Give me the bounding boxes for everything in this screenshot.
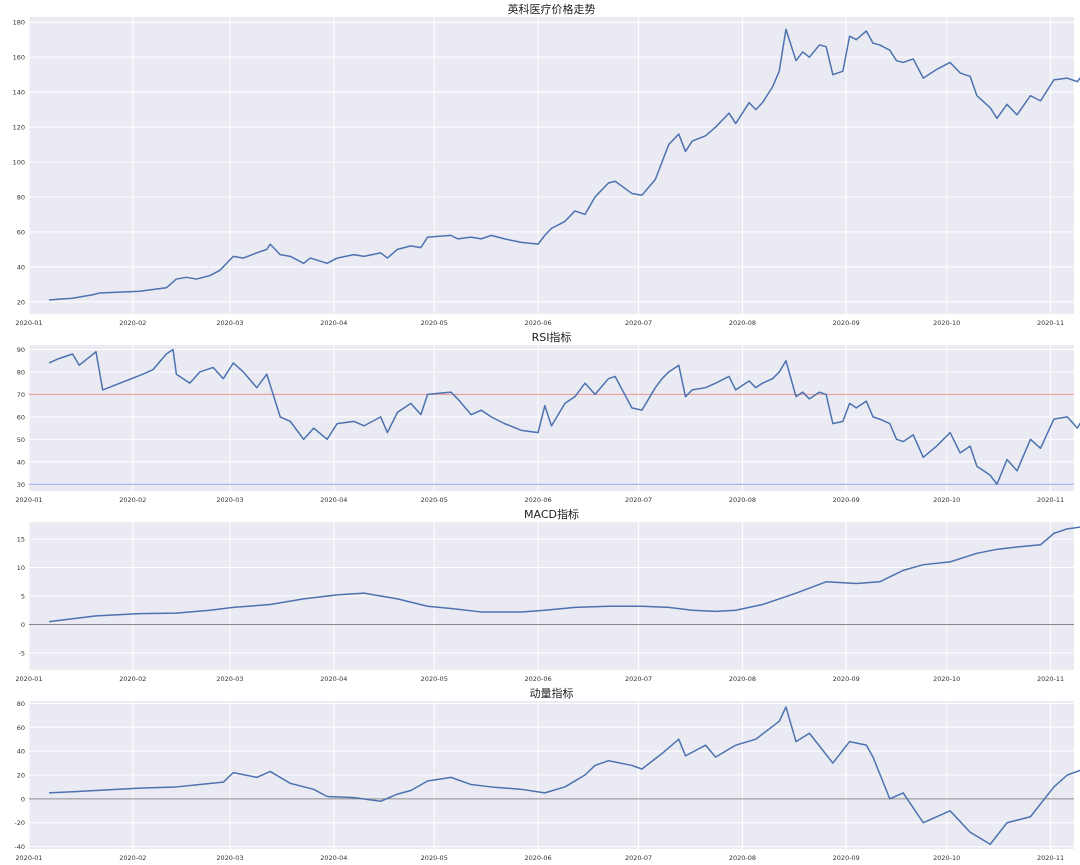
price-line [49, 28, 1080, 301]
momentum-y-tick-label: -40 [14, 843, 25, 851]
momentum-x-tick-label: 2020-07 [625, 854, 652, 862]
macd-y-tick-label: 10 [17, 564, 25, 572]
price-x-tick-label: 2020-08 [729, 319, 756, 327]
rsi-x-tick-label: 2020-10 [933, 496, 960, 504]
momentum-y-tick-label: -20 [14, 819, 25, 827]
momentum-y-tick-label: 0 [21, 795, 25, 803]
momentum-y-tick-label: 40 [17, 748, 25, 756]
macd-x-tick-label: 2020-11 [1037, 675, 1064, 683]
momentum-y-tick-label: 20 [17, 772, 25, 780]
rsi-x-tick-label: 2020-01 [15, 496, 42, 504]
rsi-y-tick-label: 50 [17, 436, 25, 444]
macd-y-tick-label: 5 [21, 593, 25, 601]
rsi-x-tick-label: 2020-08 [729, 496, 756, 504]
rsi-x-tick-label: 2020-06 [525, 496, 552, 504]
macd-y-tick-label: 15 [17, 536, 25, 544]
momentum-x-tick-label: 2020-06 [525, 854, 552, 862]
price-x-tick-label: 2020-02 [119, 319, 146, 327]
price-x-tick-label: 2020-10 [933, 319, 960, 327]
momentum-x-tick-label: 2020-11 [1037, 854, 1064, 862]
rsi-y-tick-label: 90 [17, 346, 25, 354]
momentum-tick-labels: -40 -20 0 20 40 60 80 2020-01 2020-02 2020-03 2020… [14, 700, 1064, 862]
macd-x-tick-label: 2020-02 [119, 675, 146, 683]
macd-tick-labels: -5 0 5 10 15 2020-01 2020-02 2020-03 2020-04 2020… [15, 536, 1064, 683]
macd-x-tick-label: 2020-04 [320, 675, 347, 683]
price-x-tick-label: 2020-01 [15, 319, 42, 327]
price-y-tick-label: 120 [13, 124, 25, 132]
rsi-x-tick-label: 2020-05 [421, 496, 448, 504]
price-y-tick-label: 40 [17, 263, 25, 271]
price-plot-area [29, 17, 1074, 314]
momentum-y-tick-label: 60 [17, 724, 25, 732]
price-tick-labels: 20 40 60 80 100 120 140 160 180 2020-01 2020-02 202… [13, 19, 1065, 327]
price-y-tick-label: 160 [13, 54, 25, 62]
momentum-x-tick-label: 2020-09 [833, 854, 860, 862]
momentum-x-tick-label: 2020-05 [421, 854, 448, 862]
rsi-y-tick-label: 70 [17, 391, 25, 399]
macd-x-tick-label: 2020-03 [216, 675, 243, 683]
momentum-x-tick-label: 2020-04 [320, 854, 347, 862]
rsi-reference-lines [29, 393, 1074, 485]
rsi-x-tick-label: 2020-07 [625, 496, 652, 504]
price-x-tick-label: 2020-05 [421, 319, 448, 327]
momentum-chart-title: 动量指标 [530, 686, 574, 700]
price-x-tick-label: 2020-09 [833, 319, 860, 327]
rsi-x-tick-label: 2020-03 [216, 496, 243, 504]
macd-x-tick-label: 2020-06 [525, 675, 552, 683]
rsi-y-tick-label: 30 [17, 481, 25, 489]
price-chart-title: 英科医疗价格走势 [508, 2, 596, 16]
rsi-y-tick-label: 60 [17, 413, 25, 421]
rsi-x-tick-label: 2020-02 [119, 496, 146, 504]
rsi-chart: 30 40 50 60 70 80 90 2020-01 2020-02 2020-03 2020-… [15, 330, 1080, 504]
price-y-tick-label: 140 [13, 89, 25, 97]
momentum-x-tick-label: 2020-03 [216, 854, 243, 862]
momentum-x-tick-label: 2020-10 [933, 854, 960, 862]
rsi-y-tick-label: 40 [17, 458, 25, 466]
momentum-y-tick-label: 80 [17, 700, 25, 708]
price-chart: 20 40 60 80 100 120 140 160 180 2020-01 2020-02 202… [13, 2, 1080, 327]
price-y-tick-label: 60 [17, 228, 25, 236]
macd-line [49, 526, 1080, 623]
macd-x-tick-label: 2020-07 [625, 675, 652, 683]
price-x-tick-label: 2020-03 [216, 319, 243, 327]
price-gridlines [28, 17, 1074, 314]
macd-y-tick-label: -5 [19, 649, 25, 657]
rsi-x-tick-label: 2020-11 [1037, 496, 1064, 504]
momentum-chart: -40 -20 0 20 40 60 80 2020-01 2020-02 2020-03 2020… [14, 686, 1080, 862]
rsi-tick-labels: 30 40 50 60 70 80 90 2020-01 2020-02 2020-03 2020-… [15, 346, 1064, 504]
price-y-tick-label: 180 [13, 19, 25, 27]
price-x-tick-label: 2020-04 [320, 319, 347, 327]
rsi-y-tick-label: 80 [17, 368, 25, 376]
price-x-tick-label: 2020-11 [1037, 319, 1064, 327]
momentum-line [49, 706, 1080, 845]
price-y-tick-label: 100 [13, 159, 25, 167]
price-y-tick-label: 80 [17, 193, 25, 201]
price-x-tick-label: 2020-07 [625, 319, 652, 327]
macd-y-tick-label: 0 [21, 621, 25, 629]
momentum-x-tick-label: 2020-08 [729, 854, 756, 862]
momentum-x-tick-label: 2020-01 [15, 854, 42, 862]
rsi-chart-title: RSI指标 [532, 330, 572, 344]
macd-chart: -5 0 5 10 15 2020-01 2020-02 2020-03 2020-04 2020… [15, 507, 1080, 683]
price-x-tick-label: 2020-06 [525, 319, 552, 327]
momentum-x-tick-label: 2020-02 [119, 854, 146, 862]
rsi-plot-area [29, 345, 1074, 491]
macd-x-tick-label: 2020-08 [729, 675, 756, 683]
rsi-x-tick-label: 2020-04 [320, 496, 347, 504]
rsi-x-tick-label: 2020-09 [833, 496, 860, 504]
macd-x-tick-label: 2020-10 [933, 675, 960, 683]
macd-x-tick-label: 2020-01 [15, 675, 42, 683]
rsi-line [48, 348, 1080, 486]
macd-x-tick-label: 2020-05 [421, 675, 448, 683]
price-y-tick-label: 20 [17, 298, 25, 306]
macd-chart-title: MACD指标 [524, 507, 579, 521]
macd-x-tick-label: 2020-09 [833, 675, 860, 683]
